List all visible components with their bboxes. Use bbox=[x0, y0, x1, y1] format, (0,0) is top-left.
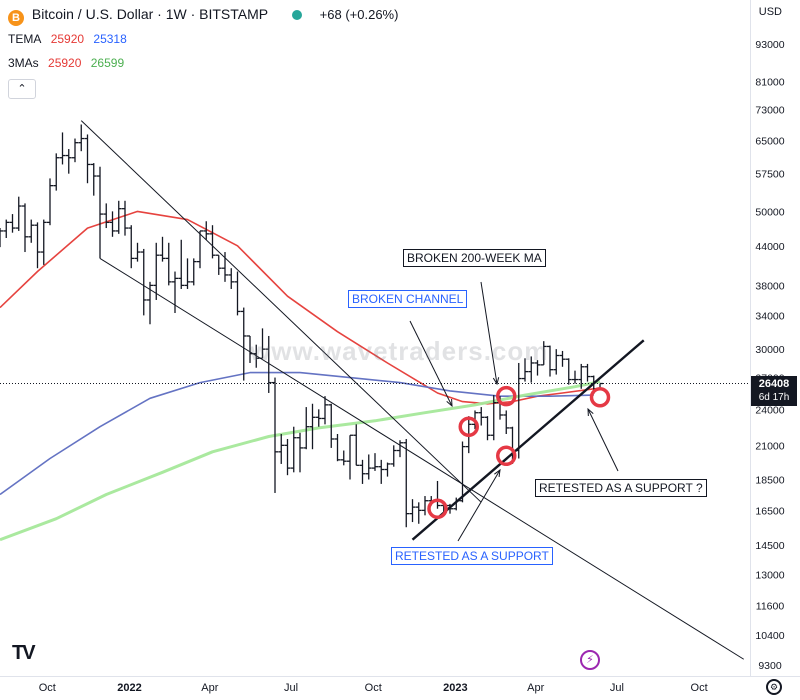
indicator-value: 25920 bbox=[50, 32, 85, 46]
annotation-arrow bbox=[587, 408, 619, 472]
support-trendline bbox=[411, 339, 645, 541]
annotation-arrow bbox=[480, 281, 498, 385]
x-tick-label: 2022 bbox=[117, 682, 141, 694]
x-tick-label: Oct bbox=[365, 682, 382, 694]
x-tick-label: Jul bbox=[610, 682, 624, 694]
x-tick-label: 2023 bbox=[443, 682, 467, 694]
annotation-broken-200-week-ma: BROKEN 200-WEEK MA bbox=[403, 249, 546, 267]
indicator-tema[interactable]: TEMA 25920 25318 bbox=[8, 32, 133, 46]
y-tick-label: 44000 bbox=[755, 241, 784, 253]
annotation-arrowhead bbox=[587, 407, 594, 417]
y-tick-label: 30000 bbox=[755, 344, 784, 356]
annotation-retested-support-question: RETESTED AS A SUPPORT ? bbox=[535, 479, 707, 497]
y-tick-label: 9300 bbox=[758, 660, 782, 672]
currency-selector[interactable]: USD bbox=[758, 6, 782, 18]
bitcoin-icon: B bbox=[8, 10, 24, 26]
y-tick-label: 65000 bbox=[755, 136, 784, 148]
x-tick-label: Jul bbox=[284, 682, 298, 694]
gear-icon[interactable]: ⚙ bbox=[766, 679, 782, 695]
indicator-value: 26599 bbox=[90, 56, 125, 70]
y-tick-label: 93000 bbox=[755, 39, 784, 51]
collapse-indicators-button[interactable]: ⌃ bbox=[8, 79, 36, 99]
y-tick-label: 81000 bbox=[755, 76, 784, 88]
y-tick-label: 13000 bbox=[755, 570, 784, 582]
x-tick-label: Apr bbox=[201, 682, 218, 694]
annotation-retested-support: RETESTED AS A SUPPORT bbox=[391, 547, 553, 565]
last-price-tag: 26408 6d 17h bbox=[751, 376, 797, 406]
highlight-circle bbox=[496, 445, 517, 467]
chevron-up-icon: ⌃ bbox=[17, 83, 27, 95]
tradingview-logo-icon[interactable]: TV bbox=[12, 642, 36, 664]
y-tick-label: 11600 bbox=[756, 600, 785, 612]
y-tick-label: 34000 bbox=[755, 310, 784, 322]
watermark: www.wavetraders.com bbox=[250, 336, 549, 366]
x-tick-label: Apr bbox=[527, 682, 544, 694]
indicator-3mas[interactable]: 3MAs 25920 26599 bbox=[8, 56, 130, 70]
y-tick-label: 14500 bbox=[755, 540, 784, 552]
y-tick-label: 21000 bbox=[755, 440, 784, 452]
ma-line bbox=[0, 380, 601, 542]
annotation-arrow bbox=[409, 320, 453, 407]
symbol-title[interactable]: Bitcoin / U.S. Dollar · 1W · BITSTAMP bbox=[31, 6, 268, 22]
y-tick-label: 18500 bbox=[755, 475, 784, 487]
x-tick-label: Oct bbox=[39, 682, 56, 694]
highlight-circle bbox=[427, 498, 448, 519]
channel-upper-line bbox=[80, 120, 482, 503]
y-tick-label: 50000 bbox=[755, 206, 784, 218]
annotation-broken-channel: BROKEN CHANNEL bbox=[348, 290, 468, 308]
last-price: 26408 bbox=[758, 378, 790, 390]
indicator-name: 3MAs bbox=[8, 56, 39, 70]
highlight-circle bbox=[458, 416, 479, 437]
price-change: +68 (+0.26%) bbox=[319, 7, 399, 22]
highlight-circle bbox=[496, 385, 517, 407]
ma-line bbox=[0, 371, 594, 496]
indicator-value: 25318 bbox=[93, 32, 127, 46]
y-tick-label: 73000 bbox=[755, 104, 784, 116]
y-tick-label: 24000 bbox=[755, 404, 784, 416]
y-tick-label: 57500 bbox=[755, 169, 784, 181]
ma-line bbox=[0, 210, 594, 405]
annotation-arrowhead bbox=[492, 377, 500, 386]
y-tick-label: 16500 bbox=[755, 505, 784, 517]
lightning-icon[interactable]: ⚡ bbox=[580, 650, 600, 670]
y-tick-label: 38000 bbox=[755, 280, 784, 292]
indicator-value: 25920 bbox=[48, 56, 82, 70]
market-status-icon bbox=[291, 10, 302, 20]
channel-lower-line bbox=[99, 257, 745, 660]
annotation-arrowhead bbox=[446, 398, 453, 408]
bar-countdown: 6d 17h bbox=[758, 392, 790, 403]
y-tick-label: 10400 bbox=[755, 630, 784, 642]
chart-header: B Bitcoin / U.S. Dollar · 1W · BITSTAMP … bbox=[8, 6, 398, 26]
indicator-name: TEMA bbox=[8, 32, 42, 46]
x-tick-label: Oct bbox=[691, 682, 708, 694]
annotation-arrowhead bbox=[494, 468, 501, 478]
annotation-arrow bbox=[457, 469, 501, 542]
highlight-circle bbox=[589, 386, 611, 408]
